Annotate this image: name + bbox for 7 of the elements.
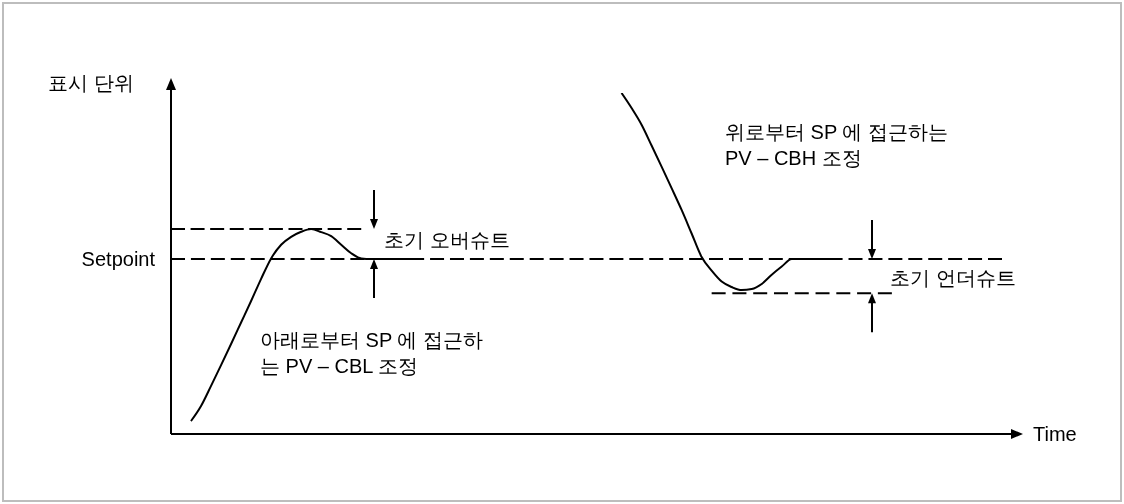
y-axis-title: 표시 단위 [48,71,134,96]
x-axis-title: Time [1033,422,1077,447]
annotation: 초기 오버슈트 [384,228,510,253]
annotation: 아래로부터 SP 에 접근하 는 PV – CBL 조정 [260,328,483,379]
ref-line-label: Setpoint [81,248,156,271]
annotation: 위로부터 SP 에 접근하는 PV – CBH 조정 [725,120,948,171]
annotation: 초기 언더슈트 [890,266,1016,291]
